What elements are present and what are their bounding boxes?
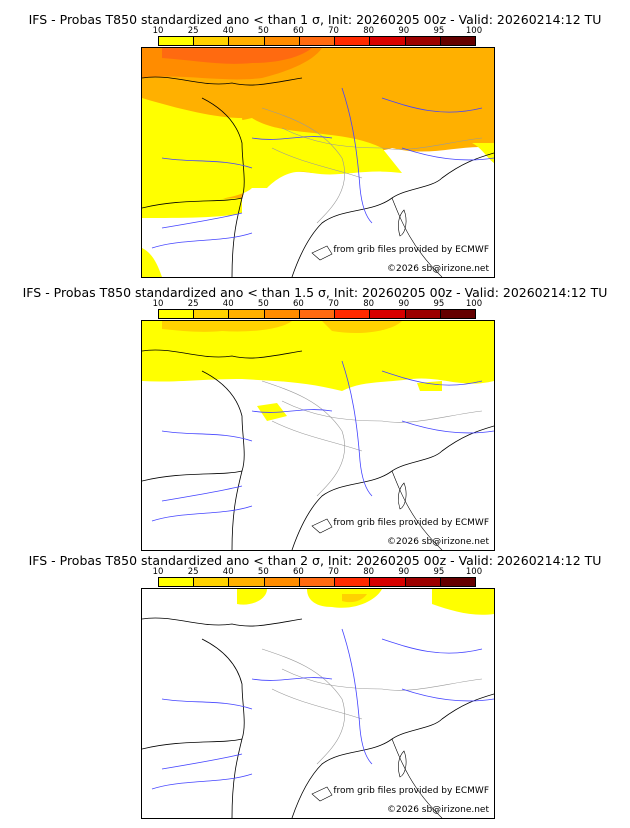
colorbar-cell — [299, 37, 336, 45]
source-credit: from grib files provided by ECMWF — [333, 245, 489, 255]
colorbar-cell — [370, 578, 406, 586]
colorbar — [158, 36, 476, 46]
colorbar-cell — [159, 578, 195, 586]
probability-map: from grib files provided by ECMWF ©2026 … — [141, 588, 495, 819]
colorbar-tick-label: 95 — [433, 299, 445, 309]
colorbar-tick-label: 95 — [433, 26, 445, 36]
colorbar-cell — [194, 310, 230, 318]
colorbar-tick-label: 70 — [328, 567, 339, 577]
colorbar-tick-label: 90 — [398, 26, 410, 36]
colorbar-cell — [229, 310, 265, 318]
colorbar-cell — [405, 578, 441, 586]
colorbar-cell — [159, 310, 195, 318]
map-shading — [142, 48, 494, 277]
panel-title: IFS - Probas T850 standardized ano < tha… — [28, 553, 602, 568]
map-shading — [142, 589, 494, 818]
colorbar-tick-label: 100 — [465, 26, 483, 36]
colorbar-tick-label: 90 — [398, 299, 410, 309]
colorbar — [158, 577, 476, 587]
map-panel: IFS - Probas T850 standardized ano < tha… — [0, 279, 630, 551]
colorbar-tick-label: 10 — [152, 299, 164, 309]
colorbar-tick-label: 60 — [293, 26, 304, 36]
colorbar-cell — [299, 578, 336, 586]
colorbar-tick-label: 50 — [257, 567, 269, 577]
colorbar-cell — [370, 37, 406, 45]
colorbar-tick-label: 40 — [222, 26, 234, 36]
colorbar-cell — [194, 37, 230, 45]
colorbar-cell — [264, 37, 300, 45]
colorbar-tick-label: 95 — [433, 567, 445, 577]
colorbar-tick-label: 10 — [152, 26, 164, 36]
colorbar-tick-label: 80 — [363, 26, 375, 36]
colorbar-tick-label: 40 — [222, 299, 234, 309]
colorbar-tick-label: 80 — [363, 567, 375, 577]
map-panel: IFS - Probas T850 standardized ano < tha… — [0, 6, 630, 278]
colorbar-cell — [335, 37, 371, 45]
probability-map: from grib files provided by ECMWF ©2026 … — [141, 47, 495, 278]
colorbar-ticks: 10 25 40 50 60 70 80 90 95 100 — [153, 567, 483, 577]
colorbar-cell — [229, 37, 265, 45]
map-shading — [142, 321, 494, 550]
colorbar-ticks: 10 25 40 50 60 70 80 90 95 100 — [153, 26, 483, 36]
colorbar-cell — [370, 310, 406, 318]
colorbar-tick-label: 50 — [257, 299, 269, 309]
copyright-credit: ©2026 sb@irizone.net — [387, 264, 489, 274]
colorbar-tick-label: 70 — [328, 299, 339, 309]
colorbar-tick-label: 100 — [465, 299, 483, 309]
map-panel: IFS - Probas T850 standardized ano < tha… — [0, 547, 630, 819]
colorbar-ticks: 10 25 40 50 60 70 80 90 95 100 — [153, 299, 483, 309]
colorbar-cell — [440, 310, 475, 318]
colorbar-tick-label: 60 — [293, 567, 304, 577]
colorbar-cell — [440, 578, 475, 586]
colorbar-tick-label: 70 — [328, 26, 339, 36]
colorbar-cell — [299, 310, 336, 318]
colorbar-cell — [335, 578, 371, 586]
colorbar-tick-label: 40 — [222, 567, 234, 577]
colorbar-tick-label: 90 — [398, 567, 410, 577]
colorbar-tick-label: 25 — [187, 26, 199, 36]
panel-title: IFS - Probas T850 standardized ano < tha… — [22, 285, 608, 300]
panel-title: IFS - Probas T850 standardized ano < tha… — [28, 12, 602, 27]
colorbar-cell — [335, 310, 371, 318]
source-credit: from grib files provided by ECMWF — [333, 786, 489, 796]
source-credit: from grib files provided by ECMWF — [333, 518, 489, 528]
copyright-credit: ©2026 sb@irizone.net — [387, 805, 489, 815]
colorbar-cell — [440, 37, 475, 45]
probability-map: from grib files provided by ECMWF ©2026 … — [141, 320, 495, 551]
colorbar-cell — [194, 578, 230, 586]
colorbar-cell — [264, 310, 300, 318]
colorbar-cell — [405, 37, 441, 45]
colorbar — [158, 309, 476, 319]
copyright-credit: ©2026 sb@irizone.net — [387, 537, 489, 547]
colorbar-tick-label: 80 — [363, 299, 375, 309]
colorbar-tick-label: 25 — [187, 299, 199, 309]
colorbar-cell — [159, 37, 195, 45]
colorbar-cell — [405, 310, 441, 318]
colorbar-tick-label: 25 — [187, 567, 199, 577]
colorbar-tick-label: 60 — [293, 299, 304, 309]
colorbar-tick-label: 100 — [465, 567, 483, 577]
colorbar-cell — [229, 578, 265, 586]
colorbar-tick-label: 50 — [257, 26, 269, 36]
colorbar-tick-label: 10 — [152, 567, 164, 577]
colorbar-cell — [264, 578, 300, 586]
